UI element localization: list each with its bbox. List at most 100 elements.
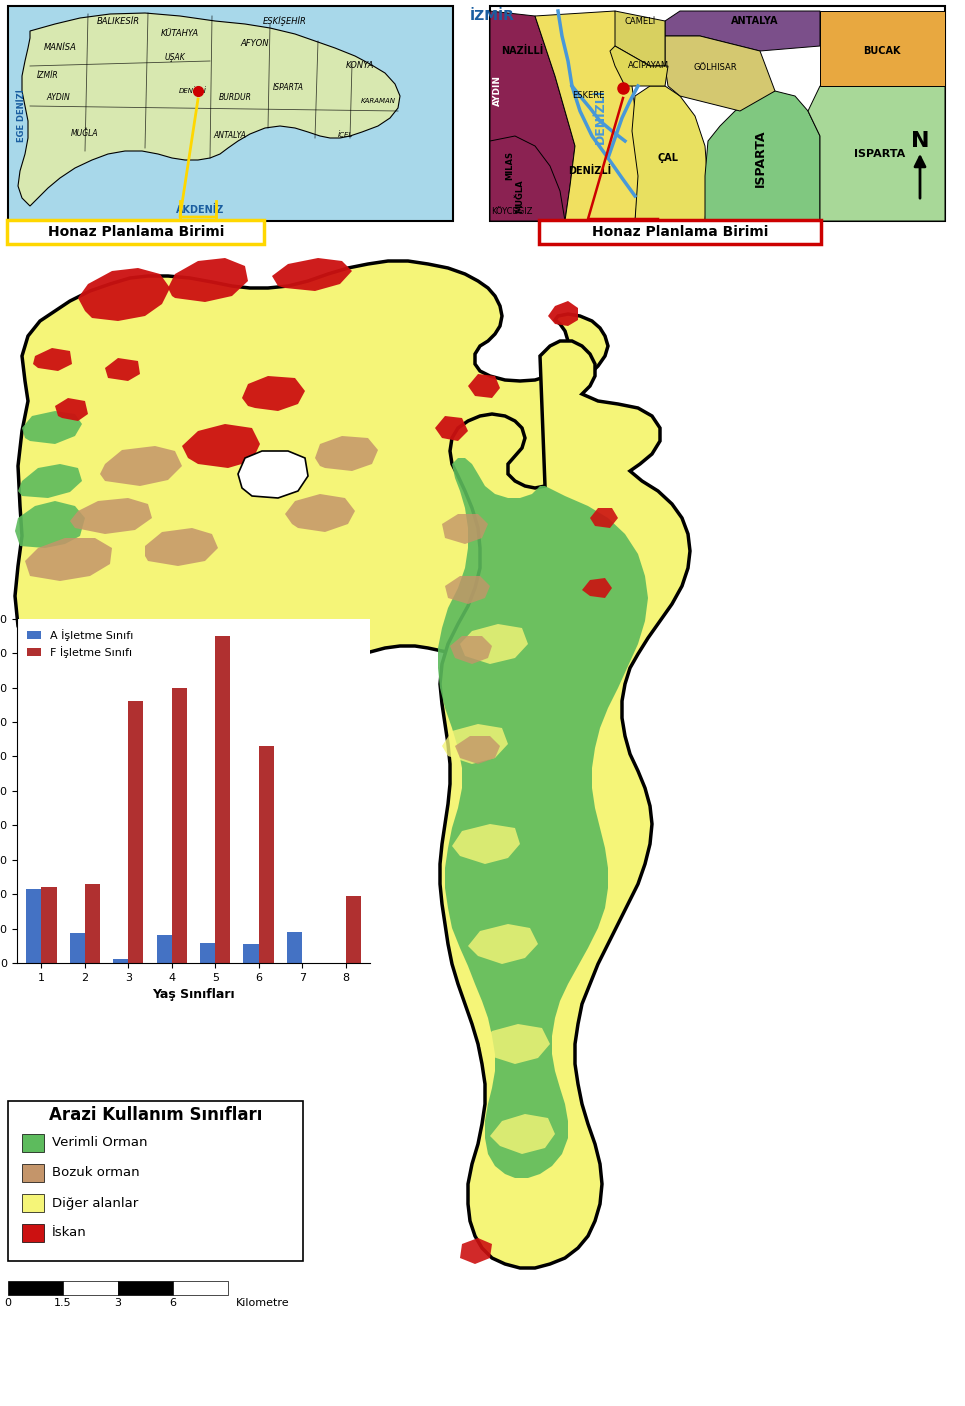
Text: GÖLHISAR: GÖLHISAR — [693, 63, 737, 73]
Text: ÇAL: ÇAL — [657, 153, 678, 163]
Text: ISPARTA: ISPARTA — [854, 149, 905, 159]
Bar — [8, 6, 453, 221]
Polygon shape — [705, 91, 820, 221]
Bar — [259, 747, 274, 963]
Polygon shape — [535, 11, 640, 221]
Polygon shape — [182, 425, 260, 468]
Text: İZMİR: İZMİR — [38, 72, 59, 80]
Text: AYDIN: AYDIN — [492, 76, 502, 107]
Polygon shape — [238, 451, 308, 498]
Polygon shape — [460, 1239, 492, 1264]
Text: İZMİR: İZMİR — [470, 8, 514, 22]
Bar — [345, 896, 361, 963]
Text: KONYA: KONYA — [345, 62, 374, 70]
Polygon shape — [820, 11, 945, 86]
Bar — [490, 6, 945, 221]
Polygon shape — [18, 464, 82, 498]
Polygon shape — [15, 262, 608, 668]
Bar — [22, 1194, 44, 1212]
Text: 0: 0 — [5, 1298, 12, 1308]
Text: AKDENİZ: AKDENİZ — [176, 205, 224, 215]
Polygon shape — [272, 257, 352, 291]
Text: ACIPAYAM: ACIPAYAM — [627, 62, 669, 70]
Polygon shape — [665, 11, 820, 51]
Polygon shape — [33, 349, 72, 371]
Text: BUCAK: BUCAK — [864, 46, 900, 56]
Text: CAMELİ: CAMELİ — [624, 17, 655, 25]
Legend: A İşletme Sınıfı, F İşletme Sınıfı: A İşletme Sınıfı, F İşletme Sınıfı — [23, 624, 137, 662]
Text: AYDIN: AYDIN — [46, 94, 69, 103]
Text: Arazi Kullanım Sınıfları: Arazi Kullanım Sınıfları — [49, 1107, 262, 1123]
X-axis label: Yaş Sınıfları: Yaş Sınıfları — [152, 988, 234, 1001]
Polygon shape — [25, 538, 112, 581]
Text: DENİZLİ: DENİZLİ — [568, 166, 612, 176]
Bar — [41, 887, 57, 963]
Bar — [156, 935, 172, 963]
Text: Bozuk orman: Bozuk orman — [52, 1167, 140, 1180]
Text: KÜTAHYA: KÜTAHYA — [161, 30, 199, 38]
Text: ANTALYA: ANTALYA — [731, 15, 779, 25]
Polygon shape — [18, 13, 400, 207]
Polygon shape — [315, 436, 378, 471]
Polygon shape — [610, 46, 668, 86]
Text: MANİSA: MANİSA — [43, 44, 76, 52]
Text: İÇEL: İÇEL — [338, 131, 352, 138]
Text: DENİZLİ: DENİZLİ — [593, 89, 606, 143]
Polygon shape — [105, 359, 140, 381]
Text: ISPARTA: ISPARTA — [754, 129, 766, 187]
Polygon shape — [285, 494, 355, 531]
Text: BALIKESİR: BALIKESİR — [96, 17, 140, 25]
Polygon shape — [615, 11, 665, 66]
Text: NAZİLLİ: NAZİLLİ — [501, 46, 543, 56]
Polygon shape — [582, 578, 612, 598]
Polygon shape — [442, 515, 488, 544]
Text: ANTALYA: ANTALYA — [213, 132, 246, 141]
Text: N: N — [911, 131, 929, 150]
Text: ESKİŞEHİR: ESKİŞEHİR — [263, 15, 307, 25]
FancyBboxPatch shape — [539, 219, 821, 245]
Polygon shape — [440, 342, 690, 1268]
Bar — [22, 1225, 44, 1241]
Polygon shape — [490, 136, 565, 221]
FancyBboxPatch shape — [7, 219, 264, 245]
Polygon shape — [468, 924, 538, 965]
Polygon shape — [808, 86, 945, 221]
Text: AFYON: AFYON — [240, 39, 269, 48]
Polygon shape — [78, 269, 170, 321]
Polygon shape — [480, 1024, 550, 1064]
Text: İskan: İskan — [52, 1226, 87, 1240]
Polygon shape — [22, 411, 82, 444]
Polygon shape — [15, 501, 85, 548]
Polygon shape — [168, 257, 248, 302]
Bar — [215, 636, 231, 963]
Polygon shape — [590, 508, 618, 529]
Polygon shape — [460, 624, 528, 664]
Text: 3: 3 — [115, 1298, 122, 1308]
Polygon shape — [100, 446, 182, 486]
Polygon shape — [438, 458, 648, 1178]
Bar — [172, 688, 187, 963]
Text: MUĞLA: MUĞLA — [515, 179, 525, 212]
Bar — [85, 884, 100, 963]
Text: Kilometre: Kilometre — [236, 1298, 290, 1308]
Bar — [287, 932, 302, 963]
Bar — [22, 1135, 44, 1152]
Bar — [128, 702, 144, 963]
Polygon shape — [455, 735, 500, 763]
Bar — [200, 943, 215, 963]
Text: Honaz Planlama Birimi: Honaz Planlama Birimi — [48, 225, 224, 239]
Polygon shape — [468, 374, 500, 398]
Polygon shape — [548, 301, 578, 326]
Bar — [243, 945, 259, 963]
Text: 1.5: 1.5 — [54, 1298, 71, 1308]
Bar — [118, 1281, 173, 1295]
Text: KÖYCEĞIZ: KÖYCEĞIZ — [491, 207, 533, 215]
Bar — [69, 932, 85, 963]
Text: ISPARTA: ISPARTA — [272, 83, 304, 93]
Polygon shape — [435, 416, 468, 441]
Bar — [113, 959, 128, 963]
Polygon shape — [70, 498, 152, 534]
Text: 6: 6 — [170, 1298, 177, 1308]
Polygon shape — [665, 37, 775, 111]
Text: MILAS: MILAS — [506, 152, 514, 180]
